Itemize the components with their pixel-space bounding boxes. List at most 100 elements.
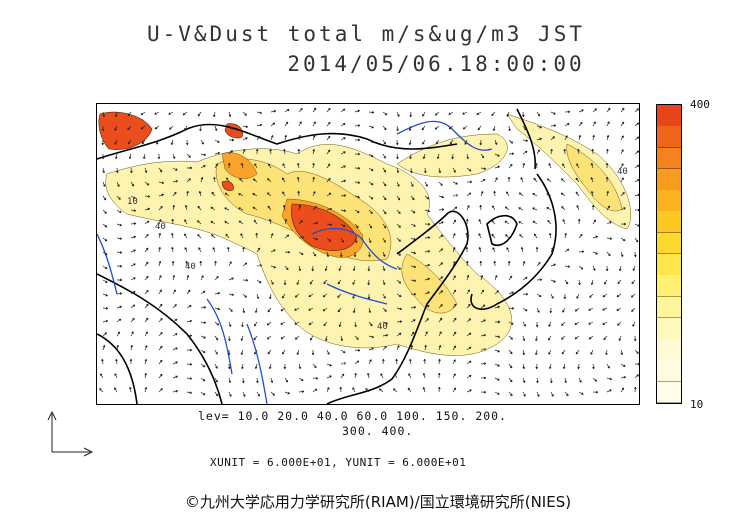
wind-arrow: [576, 205, 580, 211]
wind-arrow: [352, 293, 356, 299]
wind-arrow: [561, 335, 566, 340]
wind-arrow: [102, 345, 106, 351]
wind-arrow: [227, 162, 231, 169]
wind-arrow: [158, 219, 162, 225]
wind-arrow: [102, 251, 108, 256]
wind-arrow: [634, 108, 639, 113]
wind-arrow: [368, 347, 374, 351]
wind-arrow: [266, 335, 272, 340]
wind-arrow: [171, 232, 174, 239]
wind-arrow: [438, 208, 445, 211]
wind-arrow: [101, 153, 105, 160]
wind-arrow: [508, 139, 514, 144]
wind-arrow: [620, 387, 625, 393]
wind-arrow: [532, 220, 538, 225]
axis-orientation-icon: [47, 410, 94, 457]
wind-arrow: [634, 374, 639, 379]
wind-arrow: [506, 247, 510, 253]
wind-arrow: [588, 321, 594, 325]
wind-arrow: [424, 167, 427, 174]
wind-arrow: [340, 151, 346, 155]
wind-arrow: [606, 107, 611, 113]
wind-arrow: [184, 204, 188, 211]
wind-arrow: [102, 237, 108, 242]
wind-arrow: [102, 265, 108, 270]
wind-arrow: [536, 391, 540, 397]
wind-arrow: [144, 386, 148, 393]
wind-arrow: [227, 246, 230, 253]
wind-arrow: [169, 125, 174, 130]
map-title: U-V&Dust total m/s&ug/m3 JST: [146, 22, 585, 46]
wind-arrow: [186, 334, 193, 338]
wind-arrow: [535, 349, 538, 356]
wind-arrow: [620, 121, 625, 127]
contour-label: 40: [617, 167, 628, 177]
wind-arrow: [424, 291, 430, 295]
wind-arrow: [522, 321, 526, 327]
wind-arrow: [127, 139, 132, 145]
wind-arrow: [114, 125, 118, 131]
wind-arrow: [326, 375, 332, 379]
wind-arrow: [185, 139, 189, 146]
wind-arrow: [634, 362, 639, 366]
wind-arrow: [424, 331, 428, 337]
wind-arrow: [533, 233, 538, 239]
wind-arrow: [339, 251, 343, 258]
wind-arrow: [452, 261, 456, 267]
wind-arrow: [116, 209, 122, 213]
wind-arrow: [576, 163, 580, 169]
contour-levels-line2: 300. 400.: [342, 424, 414, 438]
wind-arrow: [382, 334, 389, 337]
wind-arrow: [158, 388, 163, 393]
wind-arrow: [269, 148, 272, 155]
wind-arrow: [228, 111, 232, 118]
wind-arrow: [452, 167, 456, 173]
wind-arrow: [382, 209, 387, 215]
wind-arrow: [634, 164, 639, 169]
wind-arrow: [493, 260, 497, 267]
wind-arrow: [368, 111, 375, 114]
wind-arrow: [242, 149, 246, 155]
wind-arrow: [382, 153, 386, 159]
wind-arrow: [198, 247, 202, 253]
contour-labels: 40 40 40 40 10: [127, 167, 628, 332]
wind-arrow: [382, 237, 386, 243]
wind-arrow: [158, 232, 162, 239]
wind-arrow: [434, 111, 440, 116]
wind-arrow: [367, 265, 371, 272]
wind-arrow: [144, 195, 151, 198]
wind-arrow: [130, 344, 133, 351]
wind-arrow: [214, 163, 218, 169]
wind-arrow: [326, 237, 332, 242]
wind-arrow: [197, 111, 202, 117]
wind-arrow: [452, 359, 456, 365]
wind-arrow: [522, 111, 525, 118]
wind-arrow: [238, 207, 244, 211]
wind-arrow: [172, 167, 178, 171]
colorbar-segment: [657, 232, 681, 255]
wind-arrow: [563, 148, 567, 155]
wind-arrow: [312, 363, 317, 369]
wind-arrow: [228, 261, 232, 267]
wind-arrow: [171, 218, 174, 225]
contour-label: 10: [127, 197, 138, 207]
wind-arrow: [522, 377, 526, 383]
wind-arrow: [228, 391, 232, 397]
wind-arrow: [396, 223, 401, 228]
wind-arrow: [634, 251, 637, 258]
wind-arrow: [592, 134, 595, 141]
map-timestamp: 2014/05/06.18:00:00: [287, 52, 585, 76]
wind-arrow: [340, 122, 346, 127]
wind-arrow: [466, 205, 470, 211]
wind-arrow: [536, 278, 543, 281]
wind-arrow: [186, 391, 193, 395]
wind-arrow: [592, 121, 596, 127]
wind-arrow: [365, 387, 370, 393]
wind-arrow: [382, 321, 388, 325]
wind-arrow: [100, 373, 104, 379]
wind-arrow: [452, 206, 458, 211]
wind-arrow: [452, 194, 459, 197]
wind-arrow: [256, 135, 261, 141]
wind-arrow: [326, 135, 331, 141]
wind-arrow: [354, 181, 361, 184]
